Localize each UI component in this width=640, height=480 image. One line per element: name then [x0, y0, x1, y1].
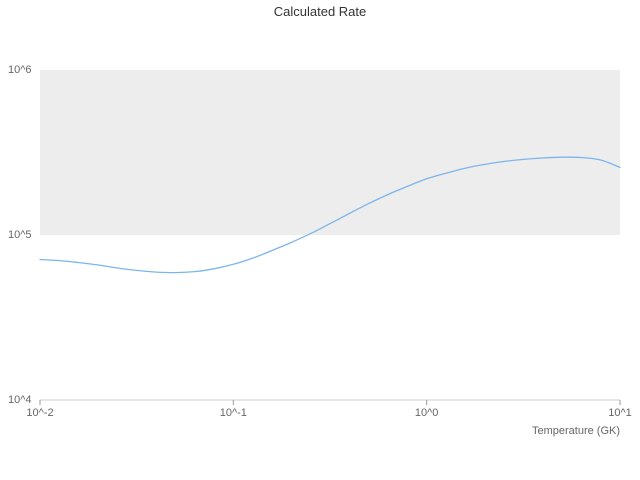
x-tick-label: 10^0: [415, 407, 439, 419]
y-tick-label: 10^5: [8, 229, 32, 241]
decade-band: [40, 70, 620, 235]
y-tick-label: 10^4: [8, 394, 32, 406]
rate-series-line: [39, 156, 621, 274]
y-tick-label: 10^6: [8, 64, 32, 76]
chart-title: Calculated Rate: [273, 4, 367, 19]
x-axis-title: Temperature (GK): [531, 425, 620, 437]
x-tick-label: 10^-2: [26, 407, 53, 419]
x-tick-label: 10^1: [608, 407, 632, 419]
x-tick-label: 10^-1: [220, 407, 247, 419]
